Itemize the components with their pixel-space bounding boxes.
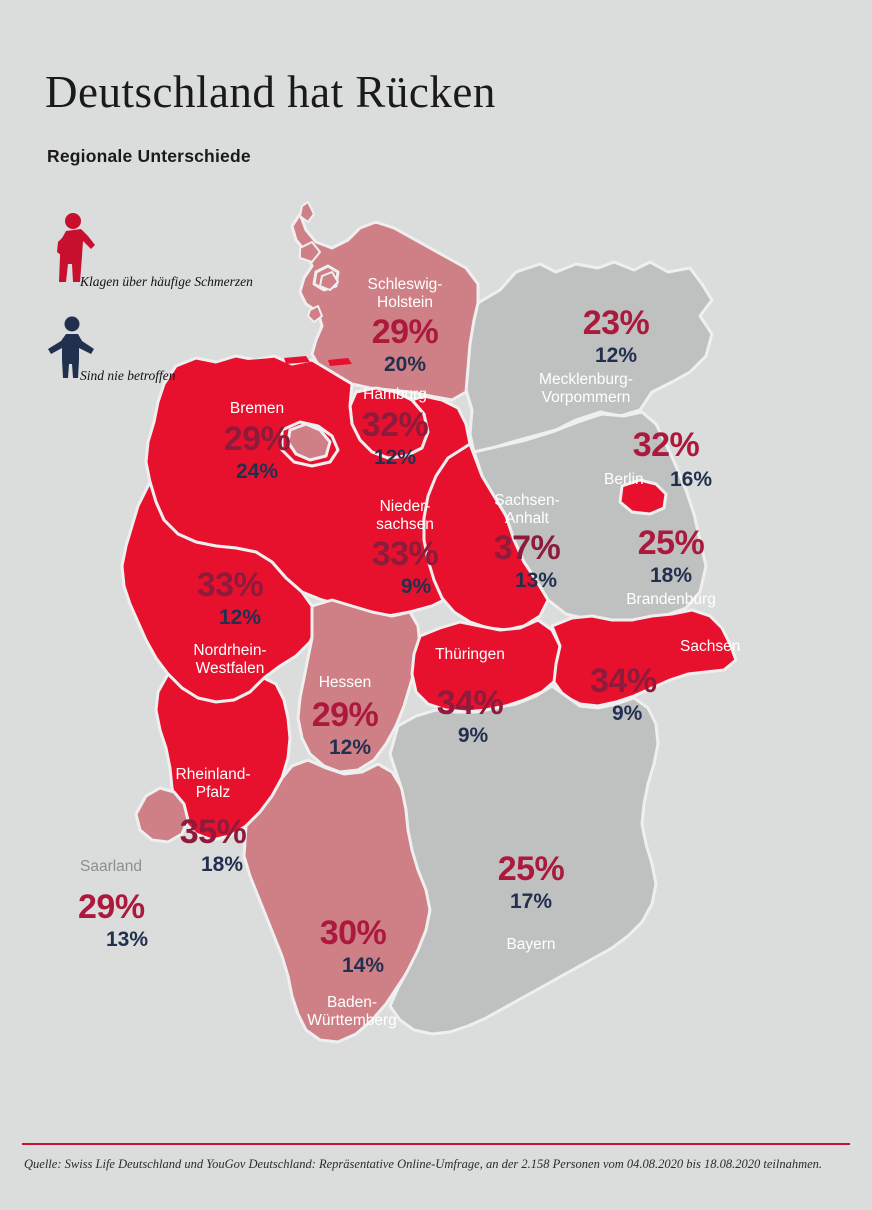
region-name-hamburg: Hamburg — [363, 386, 427, 403]
region-label-bayern: 25% 17% Bayern — [448, 852, 598, 954]
region-shape-bayern — [388, 684, 660, 1036]
region-never-value-thueringen: 9% — [457, 723, 489, 747]
region-label-schleswig-holstein: Schleswig- Holstein 29% 20% — [340, 276, 470, 375]
island-speck — [299, 201, 315, 223]
island-speck — [284, 356, 310, 364]
region-shape-bremen — [286, 422, 332, 462]
region-label-berlin: 32% Berlin 16% — [566, 428, 726, 493]
region-pain-value-niedersachsen: 33% — [371, 535, 439, 574]
region-name-bayern: Bayern — [506, 936, 556, 953]
region-shape-schleswig-holstein — [290, 212, 480, 402]
legend: Klagen über häufige Schmerzen Sind nie b… — [48, 212, 278, 396]
region-shape-hessen — [296, 598, 422, 774]
region-never-value-bayern: 17% — [509, 890, 553, 913]
region-name-rheinland-pfalz: Rheinland- Pfalz — [175, 766, 251, 801]
region-never-value-hamburg: 12% — [373, 445, 417, 469]
region-never-value-berlin: 16% — [670, 468, 713, 491]
region-label-hamburg: Hamburg 32% 12% — [330, 386, 460, 468]
region-label-brandenburg: 25% 18% Brandenburg — [596, 526, 746, 609]
island-speck — [307, 305, 323, 323]
region-name-nordrhein-westfalen: Nordrhein- Westfalen — [193, 642, 267, 677]
region-shape-thueringen — [410, 618, 564, 714]
region-never-value-bremen: 24% — [235, 459, 279, 483]
region-name-sachsen-anhalt: Sachsen- Anhalt — [494, 492, 560, 527]
region-never-value-sachsen-anhalt: 13% — [514, 569, 558, 593]
region-label-nordrhein-westfalen: 33% 12% Nordrhein- Westfalen — [155, 568, 305, 677]
region-never-value-mecklenburg-vorpommern: 12% — [594, 344, 638, 367]
page-subtitle: Regionale Unterschiede — [47, 146, 251, 166]
legend-label-pain: Klagen über häufige Schmerzen — [80, 274, 253, 289]
island-speck — [178, 370, 204, 378]
page-title: Deutschland hat Rücken — [45, 67, 496, 117]
region-pain-value-mecklenburg-vorpommern: 23% — [582, 304, 650, 342]
region-never-value-rheinland-pfalz: 18% — [200, 853, 244, 877]
region-label-saarland: Saarland 29% 13% — [62, 858, 202, 950]
region-label-niedersachsen: Nieder- sachsen 33% 9% — [345, 498, 465, 597]
legend-item-never: Sind nie betroffen — [48, 316, 278, 396]
region-pain-value-sachsen-anhalt: 37% — [493, 529, 561, 568]
region-never-value-sachsen: 9% — [612, 702, 643, 725]
region-never-value-brandenburg: 18% — [649, 564, 693, 587]
region-label-sachsen: Sachsen 34% 9% — [590, 638, 790, 724]
source-note: Quelle: Swiss Life Deutschland und YouGo… — [24, 1157, 823, 1171]
island-speck — [212, 362, 240, 370]
region-pain-value-brandenburg: 25% — [637, 524, 705, 562]
region-pain-value-baden-wuerttemberg: 30% — [319, 914, 387, 952]
region-pain-value-saarland: 29% — [78, 887, 145, 926]
region-label-mecklenburg-vorpommern: 23% 12% Mecklenburg- Vorpommern — [496, 306, 676, 406]
region-pain-value-nordrhein-westfalen: 33% — [196, 566, 264, 604]
region-never-value-nordrhein-westfalen: 12% — [218, 606, 262, 629]
region-pain-value-schleswig-holstein: 29% — [371, 313, 439, 352]
region-name-niedersachsen: Nieder- sachsen — [376, 498, 434, 533]
region-name-berlin: Berlin — [604, 471, 644, 488]
region-never-value-niedersachsen: 9% — [400, 575, 432, 599]
region-never-value-saarland: 13% — [106, 927, 149, 951]
footer-divider — [22, 1143, 850, 1145]
region-name-sachsen: Sachsen — [680, 638, 741, 655]
region-name-schleswig-holstein: Schleswig- Holstein — [367, 276, 443, 311]
region-pain-value-berlin: 32% — [632, 426, 700, 464]
region-shape-berlin — [618, 478, 668, 516]
region-pain-value-thueringen: 34% — [436, 683, 504, 722]
region-pain-value-bremen: 29% — [223, 419, 291, 458]
region-name-bremen: Bremen — [229, 400, 285, 417]
person-back-pain-icon — [48, 212, 102, 289]
region-name-hessen: Hessen — [318, 674, 372, 691]
island-speck — [248, 358, 276, 366]
region-pain-value-hessen: 29% — [311, 695, 379, 734]
person-healthy-icon — [48, 316, 102, 385]
region-pain-value-rheinland-pfalz: 35% — [179, 813, 247, 852]
region-pain-value-sachsen: 34% — [590, 662, 657, 700]
region-shape-mecklenburg-vorpommern — [464, 260, 714, 454]
region-label-sachsen-anhalt: Sachsen- Anhalt 37% 13% — [462, 492, 592, 591]
region-label-rheinland-pfalz: Rheinland- Pfalz 35% 18% — [148, 766, 278, 875]
region-label-thueringen: Thüringen 34% 9% — [400, 646, 540, 746]
region-shape-saarland — [134, 786, 190, 844]
region-name-saarland: Saarland — [80, 858, 143, 875]
region-pain-value-bayern: 25% — [497, 850, 565, 888]
legend-label-never: Sind nie betroffen — [80, 368, 176, 383]
region-never-value-schleswig-holstein: 20% — [383, 353, 427, 377]
island-speck — [328, 358, 352, 366]
region-name-mecklenburg-vorpommern: Mecklenburg- Vorpommern — [539, 371, 633, 406]
region-label-hessen: Hessen 29% 12% — [290, 674, 400, 758]
island-speck — [299, 241, 321, 263]
region-label-bremen: Bremen 29% 24% — [192, 400, 322, 482]
region-never-value-baden-wuerttemberg: 14% — [341, 954, 385, 977]
region-name-baden-wuerttemberg: Baden- Württemberg — [307, 994, 397, 1029]
region-name-brandenburg: Brandenburg — [626, 591, 716, 608]
legend-item-pain: Klagen über häufige Schmerzen — [48, 212, 278, 292]
region-name-thueringen: Thüringen — [435, 646, 505, 663]
region-pain-value-hamburg: 32% — [361, 405, 429, 444]
region-never-value-hessen: 12% — [328, 735, 372, 759]
island-speck — [319, 271, 339, 291]
region-label-baden-wuerttemberg: 30% 14% Baden- Württemberg — [280, 916, 430, 1029]
